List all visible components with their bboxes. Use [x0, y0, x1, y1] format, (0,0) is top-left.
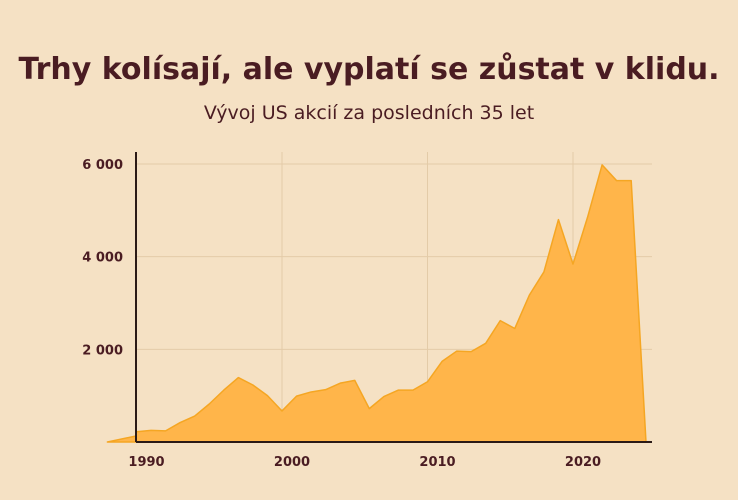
area-layer — [106, 164, 647, 443]
x-tick-label: 2000 — [274, 455, 310, 470]
x-tick-label: 1990 — [128, 455, 164, 470]
chart-title: Trhy kolísají, ale vyplatí se zůstat v k… — [18, 52, 720, 87]
y-tick-label: 2 000 — [82, 343, 123, 358]
chart-subtitle: Vývoj US akcií za posledních 35 let — [203, 102, 535, 124]
x-tick-label: 2010 — [419, 455, 455, 470]
series-area — [106, 164, 647, 443]
y-tick-label: 4 000 — [82, 251, 123, 266]
tick-layer: 1990 2000 2010 2020 2 000 4 000 6 000 — [82, 158, 601, 470]
x-tick-label: 2020 — [565, 455, 601, 470]
axis-layer — [135, 152, 652, 443]
y-tick-label: 6 000 — [82, 158, 123, 173]
